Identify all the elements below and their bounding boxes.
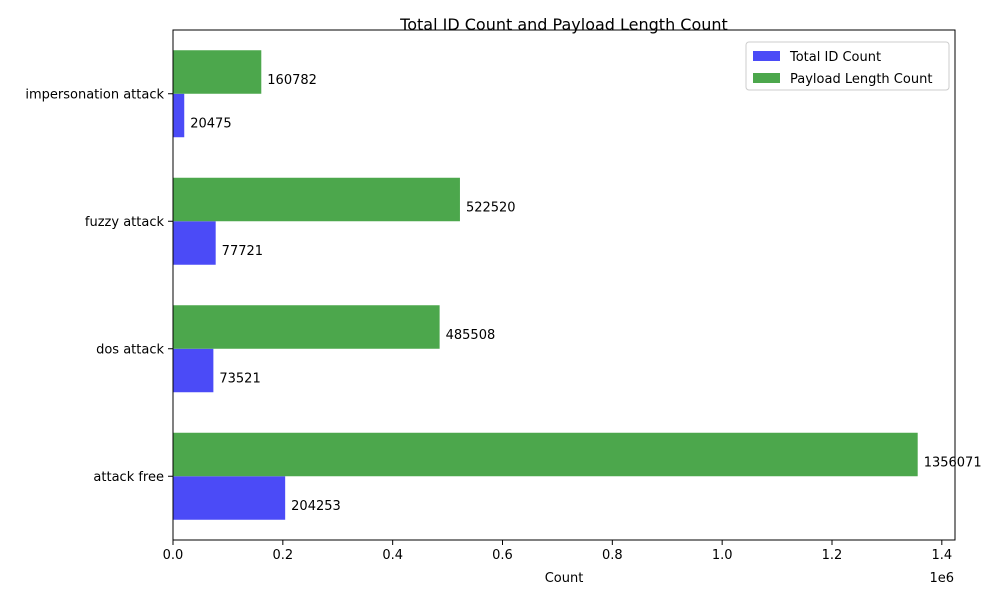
legend-label: Payload Length Count [790, 72, 932, 87]
bar-payload-length-count [173, 50, 262, 94]
bar-payload-length-count [173, 177, 460, 222]
x-axis-offset-label: 1e6 [929, 571, 954, 586]
legend-swatch [753, 73, 780, 83]
x-tick-label: 0.6 [492, 548, 513, 563]
bar-payload-length-count [173, 432, 918, 477]
bar-payload-length-count [173, 305, 440, 349]
legend-box [745, 41, 950, 91]
legend: Total ID Count Payload Length Count [745, 41, 950, 91]
value-labels-layer: 204253 1356071 73521 485508 77721 522520 20475… [190, 73, 981, 514]
x-tick-label: 1.0 [712, 548, 733, 563]
bar-value-label: 1356071 [924, 456, 982, 471]
y-tick-label: impersonation attack [25, 87, 164, 102]
x-tick-label: 0.8 [602, 548, 623, 563]
bar-value-label: 485508 [446, 328, 496, 343]
y-tick-label: fuzzy attack [85, 215, 165, 230]
bar-value-label: 73521 [219, 372, 260, 387]
bar-value-label: 20475 [190, 117, 231, 132]
bar-total-id-count [173, 221, 216, 265]
bar-total-id-count [173, 93, 185, 138]
bar-total-id-count [173, 348, 214, 393]
bar-value-label: 160782 [267, 73, 317, 88]
x-tick-label: 0.4 [382, 548, 403, 563]
bar-value-label: 522520 [466, 201, 516, 216]
x-axis: 0.0 0.2 0.4 0.6 0.8 1.0 1.2 1.4 [163, 540, 952, 563]
x-tick-label: 0.2 [272, 548, 293, 563]
legend-swatch [753, 51, 780, 61]
x-tick-label: 1.2 [822, 548, 843, 563]
x-tick-label: 0.0 [163, 548, 184, 563]
x-tick-label: 1.4 [931, 548, 952, 563]
y-tick-label: attack free [93, 470, 164, 485]
x-axis-label: Count [545, 571, 584, 586]
y-tick-label: dos attack [96, 342, 164, 357]
chart-title: Total ID Count and Payload Length Count [399, 15, 728, 34]
axes-frame [172, 29, 956, 541]
bar-value-label: 204253 [291, 499, 341, 514]
bars-layer [173, 50, 918, 520]
bar-value-label: 77721 [222, 244, 263, 259]
legend-label: Total ID Count [789, 50, 881, 65]
bar-total-id-count [173, 476, 286, 520]
y-axis: attack free dos attack fuzzy attack imperso… [25, 87, 173, 485]
